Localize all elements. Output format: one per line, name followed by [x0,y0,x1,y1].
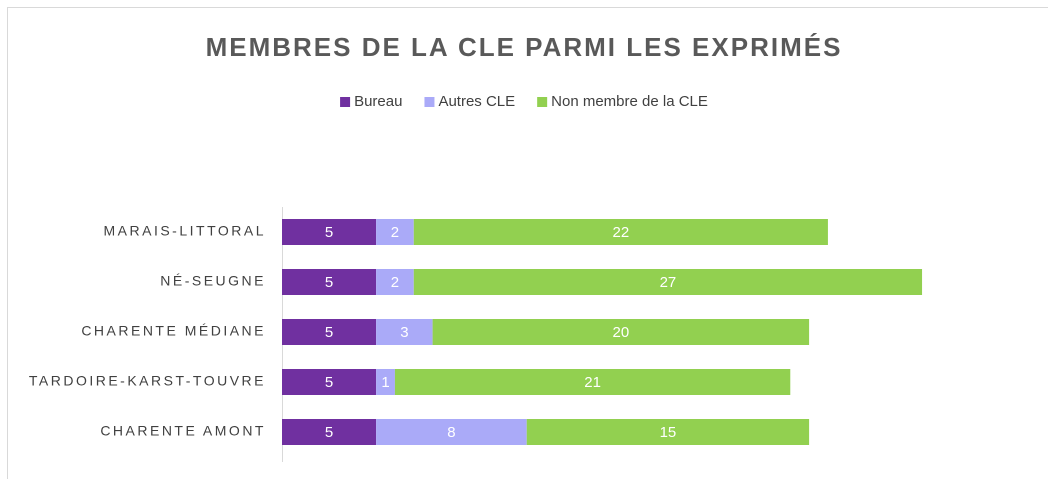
bar-segment [282,269,377,295]
bar-segment [376,369,395,395]
data-label: 15 [660,424,677,441]
legend-label: Bureau [354,93,402,110]
legend-swatch [340,97,351,107]
category-label: TARDOIRE-KARST-TOUVRE [29,373,266,389]
data-label: 3 [400,324,408,341]
data-label: 1 [381,374,389,391]
category-label: MARAIS-LITTORAL [104,223,267,239]
data-label: 21 [584,374,601,391]
chart-title: MEMBRES DE LA CLE PARMI LES EXPRIMÉS [206,32,843,62]
data-label: 5 [325,224,333,241]
bar-segment [526,419,810,445]
bar-segment [413,269,923,295]
bar-segment [376,419,527,445]
legend-label: Autres CLE [438,93,515,110]
data-label: 5 [325,324,333,341]
bar-segment [376,319,433,345]
data-label: 22 [613,224,630,241]
bar-segment [432,319,810,345]
data-label: 8 [447,424,455,441]
legend-swatch [424,97,435,107]
legend-swatch [537,97,548,107]
bar-segment [282,419,377,445]
chart-border [7,7,1048,479]
bar-segment [282,369,377,395]
bar-segment [413,219,828,245]
bar-segment [376,219,414,245]
data-label: 2 [391,274,399,291]
data-label: 27 [660,274,677,291]
data-label: 5 [325,424,333,441]
bar-segment [394,369,791,395]
bar-segment [376,269,414,295]
data-label: 5 [325,274,333,291]
bar-segment [282,219,377,245]
category-label: CHARENTE AMONT [100,423,266,439]
data-label: 5 [325,374,333,391]
data-label: 20 [613,324,630,341]
legend-label: Non membre de la CLE [551,93,708,110]
data-label: 2 [391,224,399,241]
bar-segment [282,319,377,345]
category-label: CHARENTE MÉDIANE [81,323,266,339]
category-label: NÉ-SEUGNE [160,273,266,289]
